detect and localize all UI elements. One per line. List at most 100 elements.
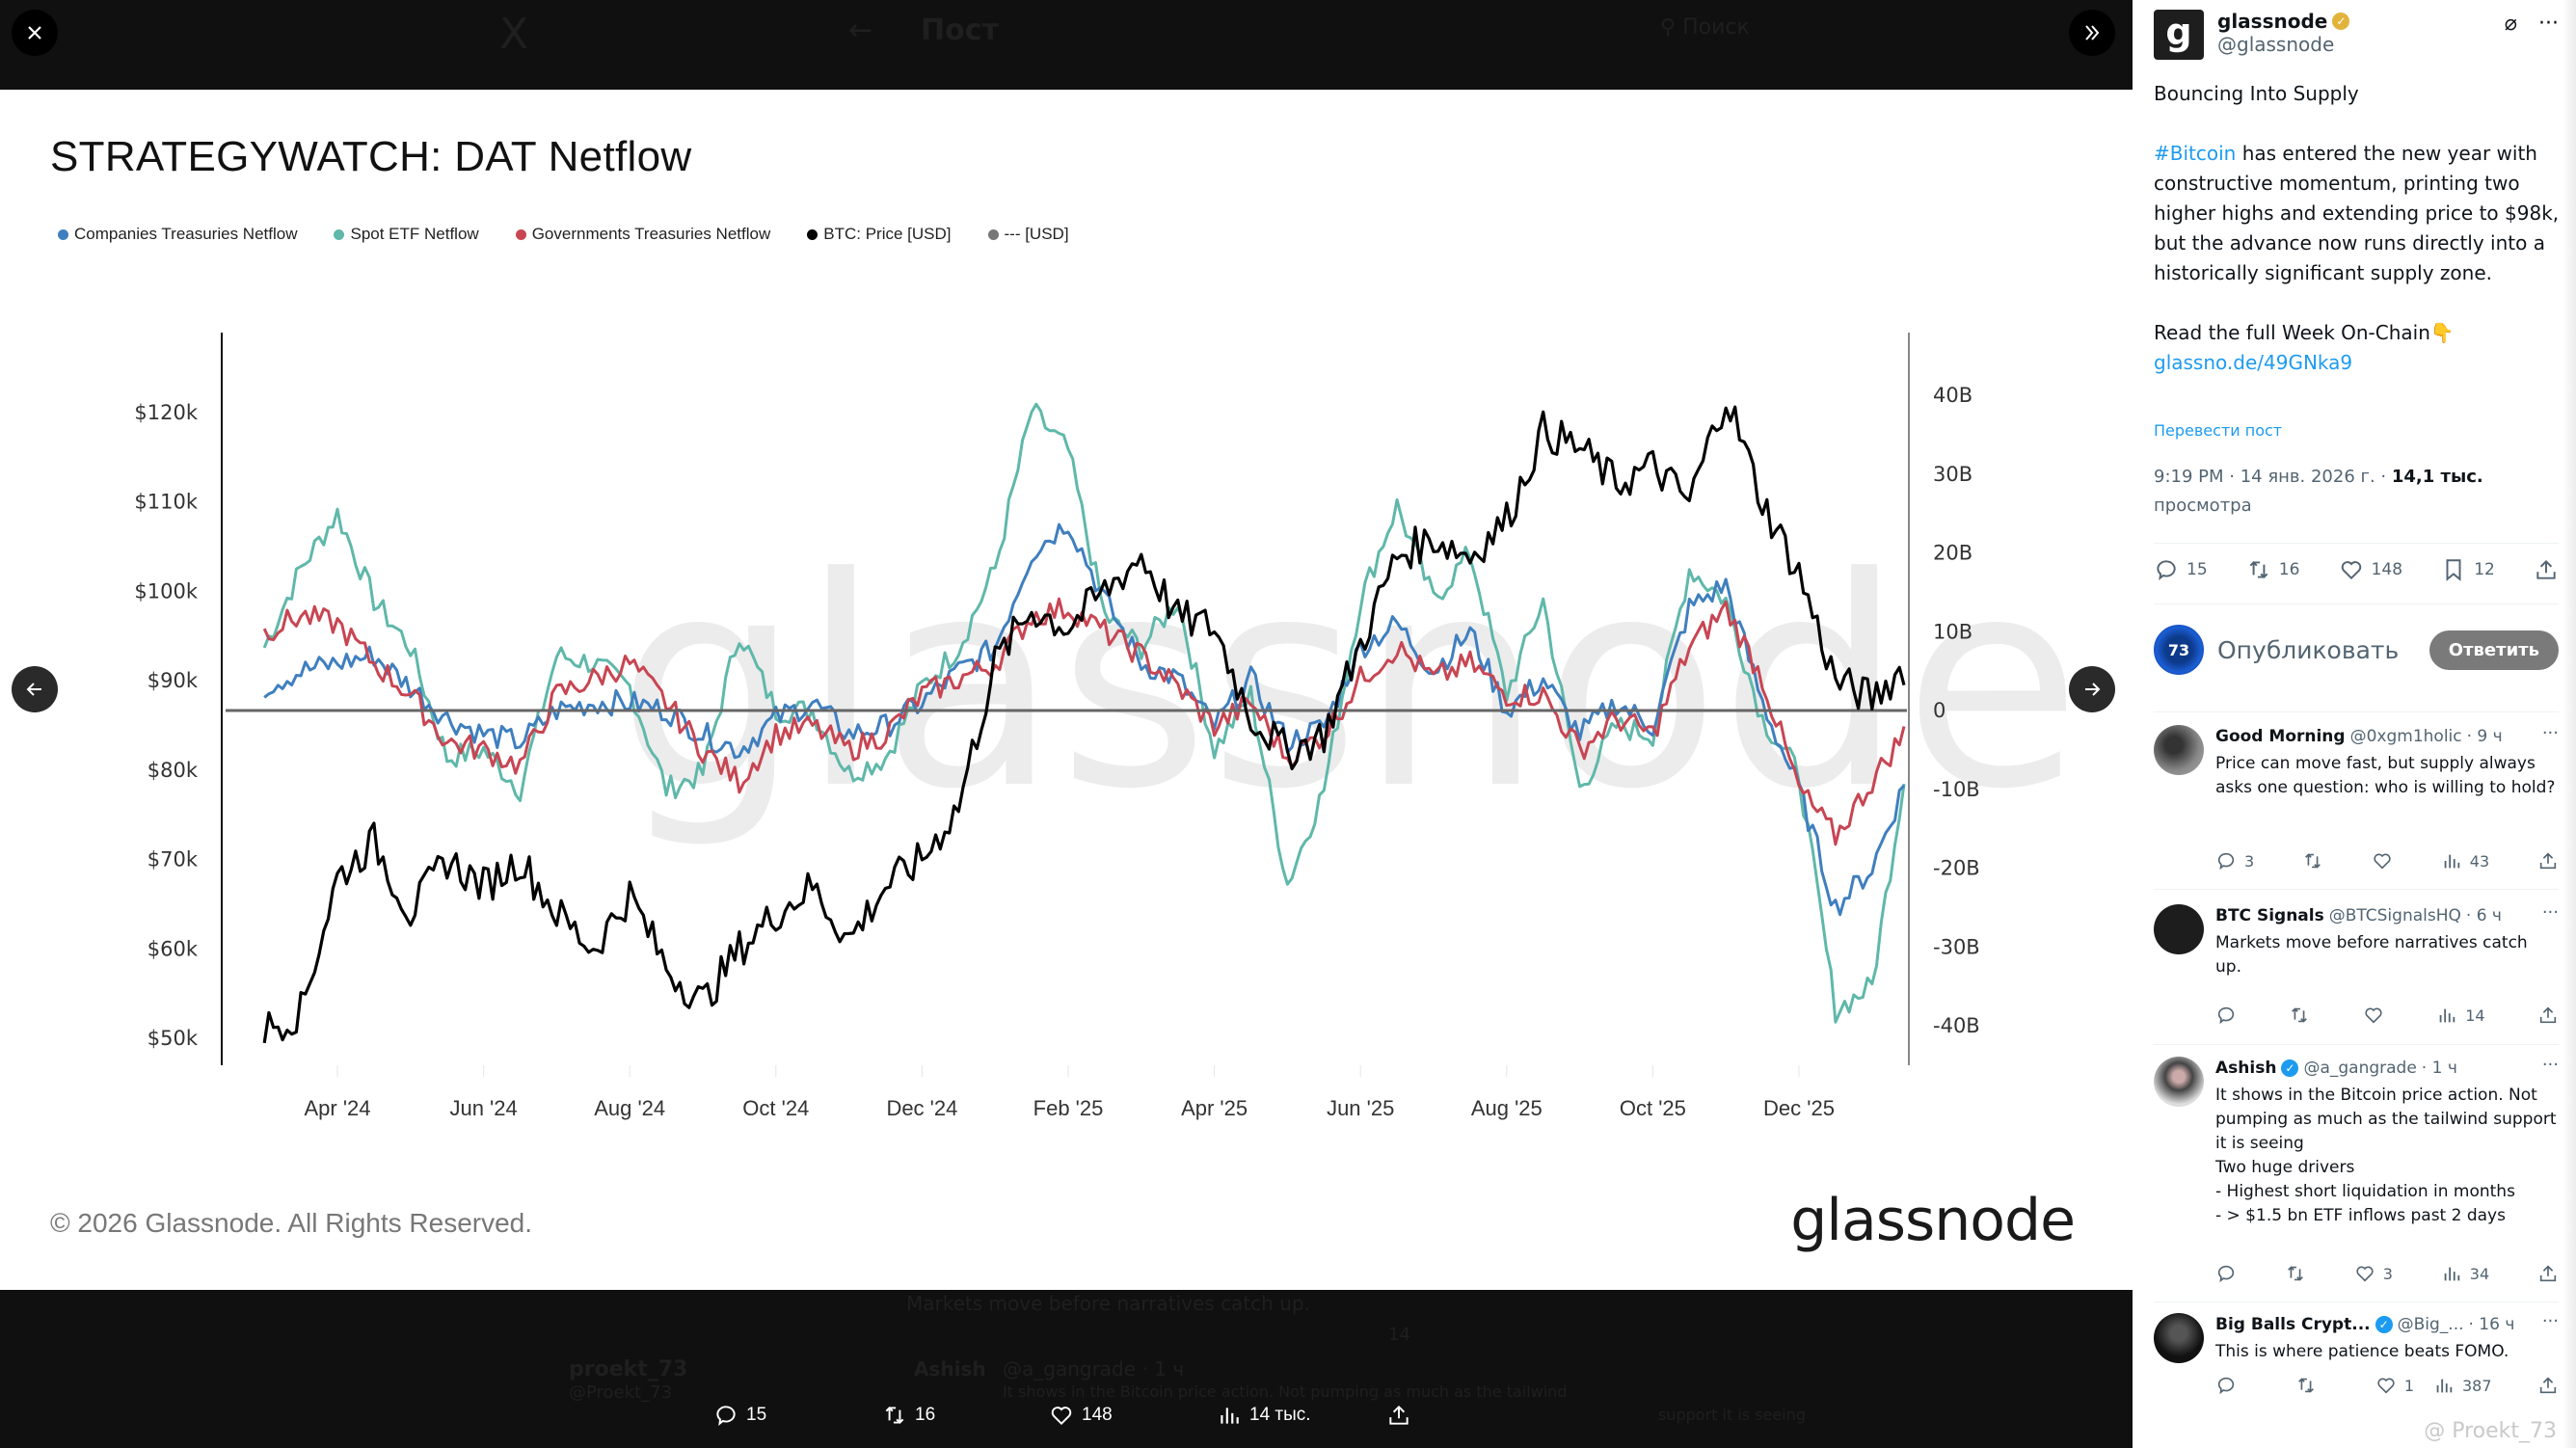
repost-icon — [2305, 853, 2321, 869]
comment-avatar[interactable] — [2154, 904, 2204, 954]
author-handle[interactable]: @glassnode — [2217, 33, 2335, 56]
ghost-reply-text: Markets move before narratives catch up. — [906, 1292, 1310, 1315]
repost-action[interactable]: 16 — [882, 1403, 935, 1428]
heart-icon — [2377, 1378, 2395, 1394]
like-action[interactable]: 148 — [1049, 1403, 1113, 1428]
background-footer: Markets move before narratives catch up.… — [0, 1290, 2133, 1448]
hashtag-link[interactable]: #Bitcoin — [2154, 142, 2237, 165]
comment-reply-button[interactable] — [2215, 1005, 2237, 1026]
share-action[interactable] — [1386, 1403, 1411, 1428]
tweet-reply-button[interactable]: 15 — [2154, 557, 2208, 582]
x-tick-label: Jun '24 — [449, 1096, 517, 1120]
tweet-bookmark-button[interactable]: 12 — [2441, 557, 2495, 582]
comment-handle[interactable]: @BTCSignalsHQ — [2328, 906, 2461, 925]
tweet-stats: 15 16 148 12 — [2154, 557, 2559, 582]
comment-views-button[interactable]: 14 — [2436, 1005, 2485, 1026]
tweet-share-button[interactable] — [2534, 557, 2559, 582]
comment-author[interactable]: Big Balls Crypt... — [2215, 1315, 2371, 1334]
y-right-tick-label: 30B — [1933, 463, 1972, 486]
comment-like-button[interactable] — [2363, 1005, 2384, 1026]
reply-icon — [2217, 852, 2235, 871]
comment-handle[interactable]: @a_gangrade — [2303, 1059, 2417, 1078]
share-icon — [1389, 1405, 1409, 1425]
comment-like-button[interactable]: 1 — [2375, 1375, 2414, 1396]
tweet-author[interactable]: g glassnode ✓ @glassnode — [2154, 10, 2350, 60]
comment-views-button[interactable]: 43 — [2441, 850, 2489, 871]
comment-repost-button[interactable] — [2285, 1263, 2306, 1284]
legend-item-spot-etf[interactable]: Spot ETF Netflow — [334, 225, 479, 244]
comment-reply-button[interactable] — [2215, 1375, 2237, 1396]
legend-label: Spot ETF Netflow — [350, 225, 479, 243]
comment-like-button[interactable]: 3 — [2354, 1263, 2393, 1284]
views-count: 387 — [2462, 1376, 2492, 1395]
tweet-repost-button[interactable]: 16 — [2246, 557, 2299, 582]
comment-item[interactable]: Ashish ✓ @a_gangrade · 1 ч ··· It shows in … — [2154, 1055, 2559, 1296]
comment-repost-button[interactable] — [2289, 1005, 2310, 1026]
x-tick-label: Feb '25 — [1033, 1096, 1104, 1120]
comment-share-button[interactable] — [2537, 1263, 2559, 1284]
grok-icon[interactable]: ⌀ — [2504, 12, 2518, 36]
translate-post-link[interactable]: Перевести пост — [2154, 421, 2283, 440]
comment-repost-button[interactable] — [2302, 850, 2323, 871]
more-options-icon[interactable]: ··· — [2538, 12, 2559, 36]
previous-image-button[interactable] — [12, 666, 58, 712]
share-icon — [2539, 1265, 2557, 1282]
legend-label: Governments Treasuries Netflow — [531, 225, 771, 243]
views-chart-icon — [2436, 1379, 2453, 1393]
author-name[interactable]: glassnode — [2217, 10, 2328, 33]
verified-badge-icon: ✓ — [2375, 1316, 2393, 1333]
comment-views-button[interactable]: 387 — [2433, 1375, 2492, 1396]
tweet-timestamp[interactable]: 9:19 PM · 14 янв. 2026 г. · — [2154, 467, 2392, 487]
legend-dot — [334, 228, 345, 240]
more-options-icon[interactable]: ··· — [2541, 902, 2559, 923]
comment-text: Markets move before narratives catch up. — [2215, 933, 2528, 977]
expand-panel-button[interactable] — [2069, 10, 2115, 56]
article-link[interactable]: glassno.de/49GNka9 — [2154, 351, 2353, 374]
reply-input[interactable]: Опубликовать — [2217, 635, 2400, 664]
comment-item[interactable]: Good Morning @0xgm1holic · 9 ч ··· Price c… — [2154, 723, 2559, 879]
tweet-body: Bouncing Into Supply #Bitcoin has entere… — [2154, 79, 2563, 378]
legend-item-btc-price[interactable]: BTC: Price [USD] — [807, 225, 952, 244]
user-avatar[interactable]: 73 — [2154, 625, 2204, 675]
comment-item[interactable]: BTC Signals @BTCSignalsHQ · 6 ч ··· Market… — [2154, 902, 2559, 1039]
more-options-icon[interactable]: ··· — [2541, 1311, 2559, 1331]
divider — [2154, 889, 2559, 890]
comment-views-button[interactable]: 34 — [2441, 1263, 2489, 1284]
comment-repost-button[interactable] — [2295, 1375, 2317, 1396]
heart-icon — [1051, 1407, 1072, 1426]
comment-handle[interactable]: @Big_... — [2397, 1315, 2464, 1334]
next-image-button[interactable] — [2069, 666, 2115, 712]
comment-like-button[interactable] — [2372, 850, 2393, 871]
comment-share-button[interactable] — [2537, 1005, 2559, 1026]
comment-avatar[interactable] — [2154, 1057, 2204, 1107]
reply-action[interactable]: 15 — [713, 1403, 766, 1428]
bookmark-icon — [2446, 559, 2461, 581]
comment-reply-button[interactable]: 3 — [2215, 850, 2254, 871]
reply-submit-button[interactable]: Ответить — [2428, 630, 2559, 670]
more-options-icon[interactable]: ··· — [2541, 1055, 2559, 1075]
comment-avatar[interactable] — [2154, 1313, 2204, 1363]
close-button[interactable] — [12, 10, 58, 56]
tweet-like-button[interactable]: 148 — [2339, 557, 2402, 582]
comment-author[interactable]: BTC Signals — [2215, 906, 2324, 925]
legend-item-baseline[interactable]: --- [USD] — [987, 225, 1069, 244]
divider — [2154, 1301, 2559, 1302]
views-action[interactable]: 14 тыс. — [1217, 1403, 1311, 1428]
legend-item-companies[interactable]: Companies Treasuries Netflow — [58, 225, 297, 244]
comment-reply-button[interactable] — [2215, 1263, 2237, 1284]
reply-icon — [2217, 1265, 2235, 1283]
comment-handle[interactable]: @0xgm1holic — [2349, 727, 2462, 746]
share-icon — [2539, 1377, 2557, 1394]
comment-share-button[interactable] — [2537, 1375, 2559, 1396]
more-options-icon[interactable]: ··· — [2541, 723, 2559, 743]
comment-share-button[interactable] — [2537, 850, 2559, 871]
comment-avatar[interactable] — [2154, 725, 2204, 775]
author-avatar[interactable]: g — [2154, 10, 2204, 60]
share-icon — [2539, 1006, 2557, 1024]
comment-author[interactable]: Ashish — [2215, 1059, 2277, 1078]
comment-item[interactable]: Big Balls Crypt... ✓ @Big_... · 16 ч ··· Th… — [2154, 1311, 2559, 1419]
search-icon: ⚲ — [1660, 15, 1683, 40]
comment-author[interactable]: Good Morning — [2215, 727, 2346, 746]
legend-item-governments[interactable]: Governments Treasuries Netflow — [515, 225, 771, 244]
double-chevron-right-icon — [2085, 25, 2100, 40]
